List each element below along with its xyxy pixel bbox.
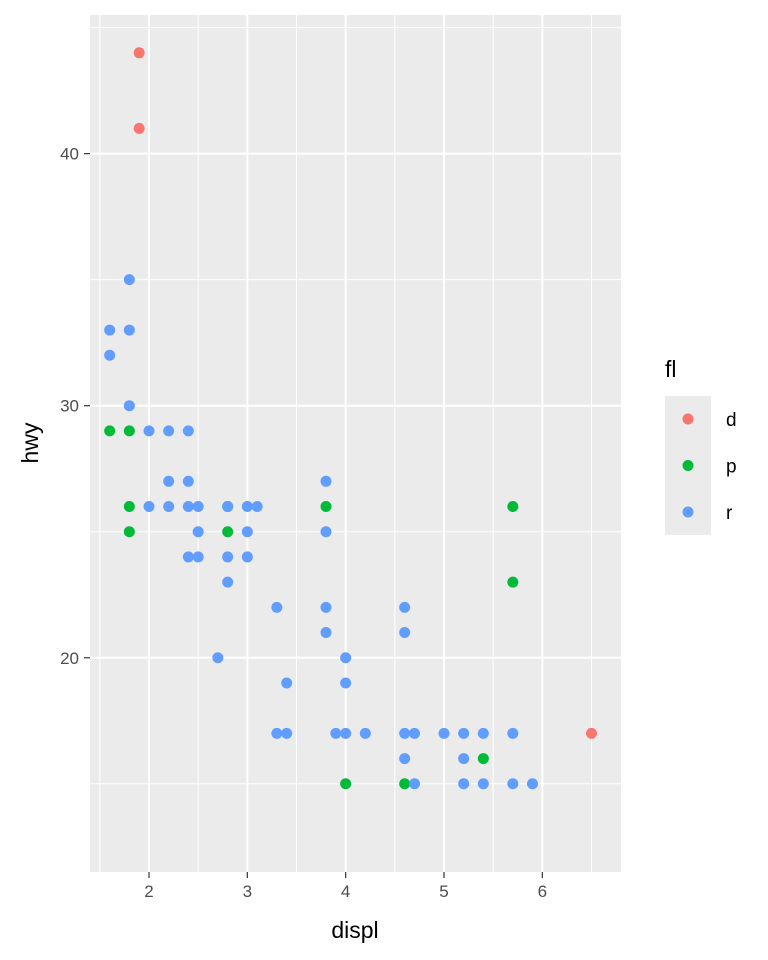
data-point-r — [222, 576, 234, 588]
data-point-r — [123, 324, 135, 336]
data-point-p — [123, 425, 135, 437]
data-point-r — [212, 652, 224, 664]
data-point-r — [182, 501, 194, 513]
y-tick-label: 40 — [60, 145, 79, 164]
legend-key-d — [682, 413, 694, 425]
data-point-r — [163, 425, 175, 437]
legend-title: fl — [665, 356, 677, 382]
data-point-d — [133, 122, 145, 134]
x-axis: 2 3 4 5 6 — [144, 872, 547, 901]
data-point-p — [104, 425, 116, 437]
data-point-r — [507, 778, 519, 790]
data-point-r — [399, 627, 411, 639]
data-point-r — [438, 727, 450, 739]
x-tick-label: 3 — [243, 882, 252, 901]
data-point-r — [143, 501, 155, 513]
data-point-r — [123, 274, 135, 286]
data-point-r — [359, 727, 371, 739]
y-tick-label: 30 — [60, 397, 79, 416]
legend-key-p — [682, 460, 694, 471]
data-points — [104, 47, 597, 790]
data-point-r — [409, 778, 420, 790]
data-point-p — [123, 526, 135, 538]
data-point-r — [458, 727, 470, 739]
data-point-r — [251, 501, 263, 513]
data-point-p — [399, 778, 411, 790]
x-tick-label: 5 — [439, 882, 448, 901]
data-point-r — [340, 727, 352, 739]
grid-minor — [90, 15, 621, 872]
y-axis-title: hwy — [17, 422, 43, 463]
data-point-r — [477, 778, 489, 790]
data-point-r — [104, 324, 116, 336]
data-point-p — [340, 778, 352, 790]
data-point-r — [281, 677, 293, 689]
data-point-r — [222, 501, 234, 513]
data-point-d — [133, 47, 145, 59]
data-point-p — [222, 526, 234, 538]
data-point-r — [241, 551, 253, 563]
data-point-r — [320, 526, 332, 538]
data-point-r — [271, 601, 283, 613]
x-tick-label: 4 — [341, 882, 350, 901]
data-point-d — [586, 727, 597, 739]
data-point-r — [527, 778, 538, 790]
data-point-r — [409, 727, 420, 739]
data-point-r — [507, 727, 519, 739]
x-tick-label: 2 — [144, 882, 153, 901]
y-tick-label: 20 — [60, 649, 79, 668]
legend-label-p: p — [726, 457, 737, 478]
data-point-r — [320, 475, 332, 487]
legend-key-r — [682, 506, 694, 518]
data-point-r — [340, 652, 352, 664]
data-point-r — [399, 753, 411, 765]
data-point-r — [192, 551, 204, 563]
data-point-r — [123, 400, 135, 412]
data-point-r — [143, 425, 155, 437]
data-point-r — [477, 727, 489, 739]
data-point-r — [320, 601, 332, 613]
data-point-r — [182, 551, 194, 563]
data-point-r — [163, 475, 175, 487]
data-point-r — [241, 526, 253, 538]
legend-label-d: d — [726, 410, 737, 431]
data-point-p — [507, 501, 519, 513]
data-point-r — [320, 627, 332, 639]
data-point-r — [192, 526, 204, 538]
data-point-r — [192, 501, 204, 513]
y-axis: 20 30 40 — [60, 145, 90, 668]
data-point-r — [271, 727, 283, 739]
data-point-r — [399, 601, 411, 613]
plot-panel — [90, 15, 621, 872]
data-point-r — [399, 727, 411, 739]
data-point-r — [340, 677, 352, 689]
legend: fl d p r — [665, 356, 737, 535]
data-point-r — [104, 349, 116, 361]
data-point-r — [163, 501, 175, 513]
data-point-r — [458, 778, 470, 790]
x-axis-title: displ — [331, 917, 378, 943]
data-point-p — [320, 501, 332, 513]
data-point-p — [477, 753, 489, 765]
data-point-p — [507, 576, 519, 588]
legend-label-r: r — [726, 503, 733, 524]
x-tick-label: 6 — [538, 882, 547, 901]
data-point-r — [182, 475, 194, 487]
data-point-r — [222, 551, 234, 563]
data-point-r — [330, 727, 342, 739]
data-point-p — [123, 501, 135, 513]
data-point-r — [458, 753, 470, 765]
grid-major — [90, 15, 621, 872]
data-point-r — [241, 501, 253, 513]
data-point-r — [281, 727, 293, 739]
data-point-r — [182, 425, 194, 437]
legend-entries: d p r — [682, 410, 737, 524]
